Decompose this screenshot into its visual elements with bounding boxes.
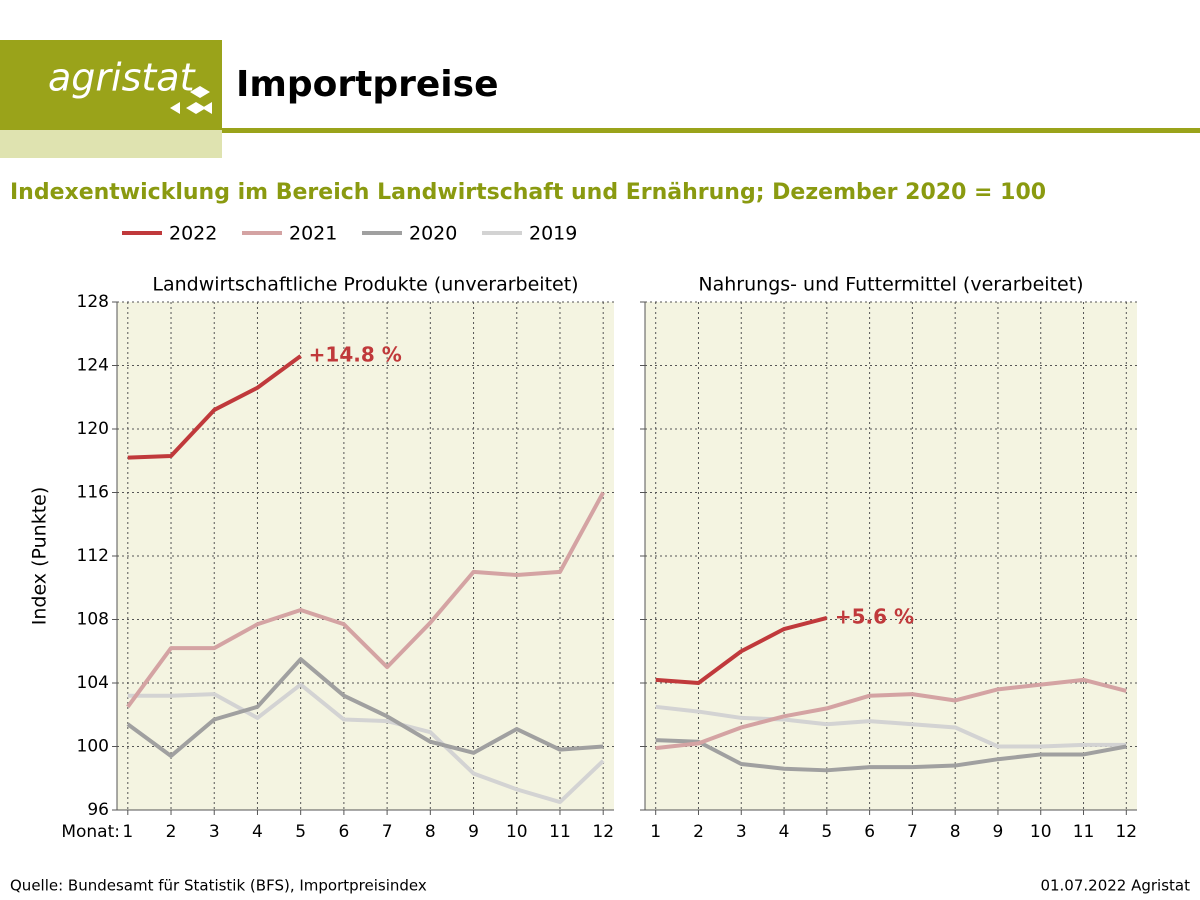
date: 01.07.2022 Agristat xyxy=(1040,877,1190,895)
series-line xyxy=(126,657,604,759)
x-axis-label: Monat: xyxy=(61,822,120,842)
logo-block xyxy=(0,40,222,130)
x-tick-label: 6 xyxy=(338,822,349,842)
x-tick-label: 10 xyxy=(506,822,528,842)
x-tick-label: 1 xyxy=(650,822,661,842)
x-tick-label: 11 xyxy=(1073,822,1095,842)
x-tick-label: 2 xyxy=(693,822,704,842)
y-tick-label: 116 xyxy=(77,483,109,503)
annotation: +5.6 % xyxy=(835,604,914,628)
x-tick-label: 12 xyxy=(592,822,614,842)
page-title: Importpreise xyxy=(236,64,499,105)
series-line xyxy=(127,354,302,460)
source: Quelle: Bundesamt für Statistik (BFS), I… xyxy=(10,877,427,895)
y-tick-label: 112 xyxy=(77,546,109,566)
y-tick-label: 120 xyxy=(77,419,109,439)
x-tick-label: 7 xyxy=(907,822,918,842)
series-line xyxy=(655,677,1127,751)
legend-label: 2022 xyxy=(169,223,217,245)
header-rule xyxy=(222,128,1200,133)
series-line xyxy=(655,704,1127,749)
x-tick-label: 12 xyxy=(1115,822,1137,842)
x-tick-label: 1 xyxy=(122,822,133,842)
x-tick-label: 10 xyxy=(1030,822,1052,842)
series-line xyxy=(655,738,1127,773)
y-axis-label: Index (Punkte) xyxy=(29,487,51,626)
x-tick-label: 6 xyxy=(864,822,875,842)
y-tick-label: 128 xyxy=(77,292,109,312)
x-tick-label: 9 xyxy=(468,822,479,842)
series-line xyxy=(127,682,605,805)
series-line xyxy=(126,491,605,708)
series-line xyxy=(655,615,828,685)
y-tick-label: 104 xyxy=(77,673,109,693)
y-tick-label: 124 xyxy=(77,356,109,376)
annotation: +14.8 % xyxy=(309,342,402,366)
x-tick-label: 2 xyxy=(166,822,177,842)
logo-icon xyxy=(170,86,212,114)
x-tick-label: 4 xyxy=(252,822,263,842)
legend-label: 2021 xyxy=(289,223,337,245)
legend-label: 2019 xyxy=(529,223,577,245)
x-tick-label: 8 xyxy=(425,822,436,842)
x-tick-label: 11 xyxy=(549,822,571,842)
x-tick-label: 8 xyxy=(950,822,961,842)
x-tick-label: 5 xyxy=(295,822,306,842)
x-tick-label: 7 xyxy=(382,822,393,842)
y-tick-label: 96 xyxy=(87,800,109,820)
x-tick-label: 5 xyxy=(821,822,832,842)
plot-area xyxy=(117,302,614,810)
subtitle: Indexentwicklung im Bereich Landwirtscha… xyxy=(10,180,1046,205)
y-tick-label: 100 xyxy=(77,737,109,757)
x-tick-label: 4 xyxy=(779,822,790,842)
x-tick-label: 9 xyxy=(993,822,1004,842)
logo-strip xyxy=(0,130,222,158)
x-tick-label: 3 xyxy=(736,822,747,842)
x-tick-label: 3 xyxy=(209,822,220,842)
legend-label: 2020 xyxy=(409,223,457,245)
y-tick-label: 108 xyxy=(77,610,109,630)
logo: agristat xyxy=(48,56,197,100)
panel-title: Landwirtschaftliche Produkte (unverarbei… xyxy=(152,274,578,296)
panel-title: Nahrungs- und Futtermittel (verarbeitet) xyxy=(698,274,1083,296)
